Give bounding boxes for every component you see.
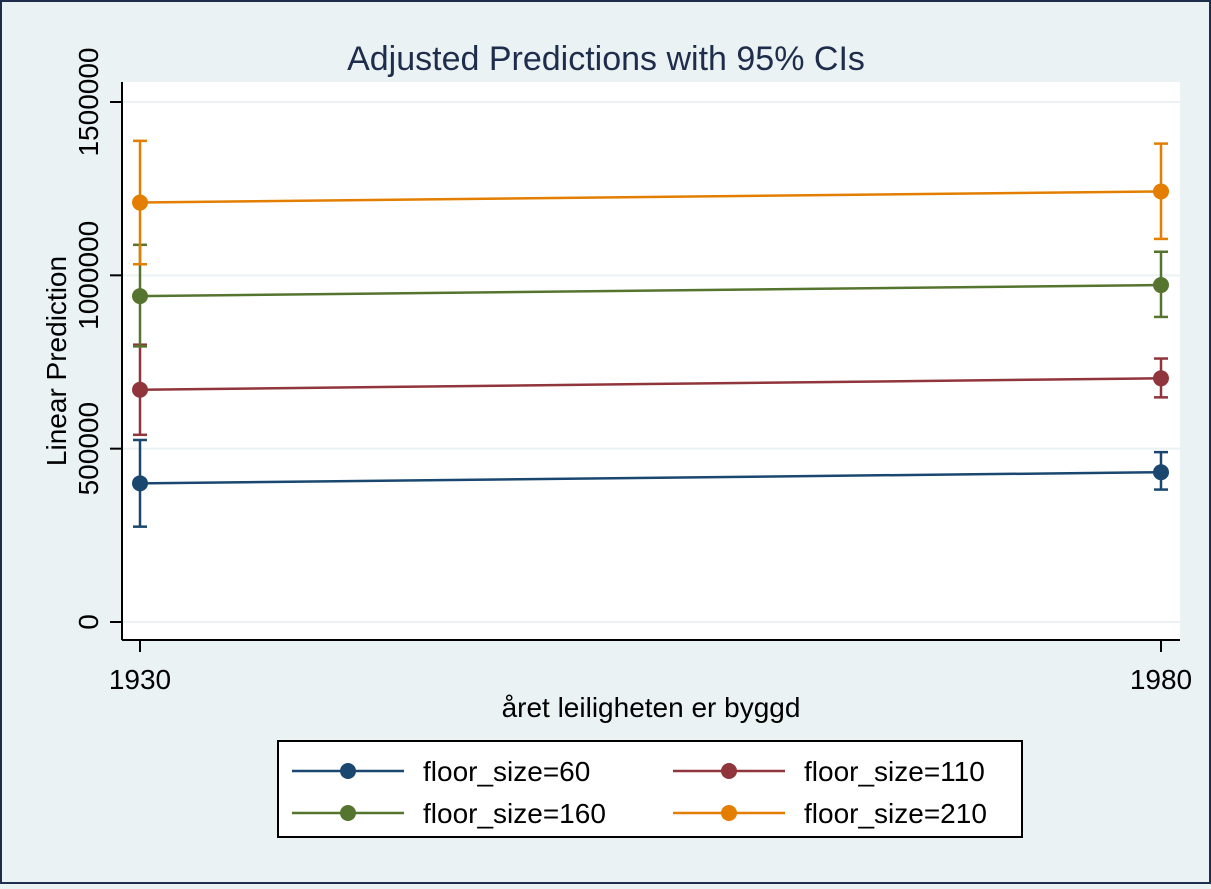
data-point	[1153, 370, 1169, 387]
legend-label: floor_size=160	[423, 798, 606, 829]
legend-item: floor_size=110	[673, 756, 985, 787]
x-tick-label: 1980	[1130, 664, 1192, 695]
legend: floor_size=60 floor_size=110 floor_size=16…	[277, 740, 1023, 838]
legend-item: floor_size=210	[673, 798, 987, 829]
data-point	[132, 381, 148, 398]
chart-title: Adjusted Predictions with 95% CIs	[347, 40, 865, 78]
legend-label: floor_size=110	[804, 756, 985, 787]
legend-label: floor_size=210	[804, 798, 987, 829]
series-layer	[132, 139, 1169, 528]
series-line	[139, 190, 1162, 204]
axis-layer: 0 500000 1000000 1500000 1930 1980	[73, 47, 1192, 695]
y-axis-label: Linear Prediction	[41, 256, 72, 466]
series-3	[132, 139, 1169, 266]
series-0	[132, 438, 1169, 528]
data-point	[132, 288, 148, 305]
legend-label: floor_size=60	[423, 756, 590, 787]
legend-marker	[340, 763, 356, 779]
data-point	[132, 194, 148, 211]
series-line	[139, 377, 1162, 391]
legend-marker	[340, 805, 356, 821]
y-tick-label: 1000000	[73, 221, 104, 330]
grid-layer	[122, 101, 1180, 623]
y-tick-label: 0	[73, 614, 104, 630]
x-axis-label: året leiligheten er byggd	[502, 692, 801, 723]
legend-box	[277, 740, 1023, 838]
y-tick-label: 1500000	[73, 47, 104, 156]
x-tick-label: 1930	[109, 664, 171, 695]
legend-marker	[721, 763, 737, 779]
series-line	[139, 470, 1162, 485]
y-tick-label: 500000	[73, 402, 104, 495]
legend-item: floor_size=160	[292, 798, 606, 829]
data-point	[1153, 277, 1169, 294]
data-point	[1153, 183, 1169, 200]
legend-marker	[721, 805, 737, 821]
series-line	[139, 283, 1162, 298]
legend-item: floor_size=60	[292, 756, 590, 787]
plot-area	[122, 82, 1180, 640]
data-point	[1153, 464, 1169, 481]
data-point	[132, 475, 148, 492]
